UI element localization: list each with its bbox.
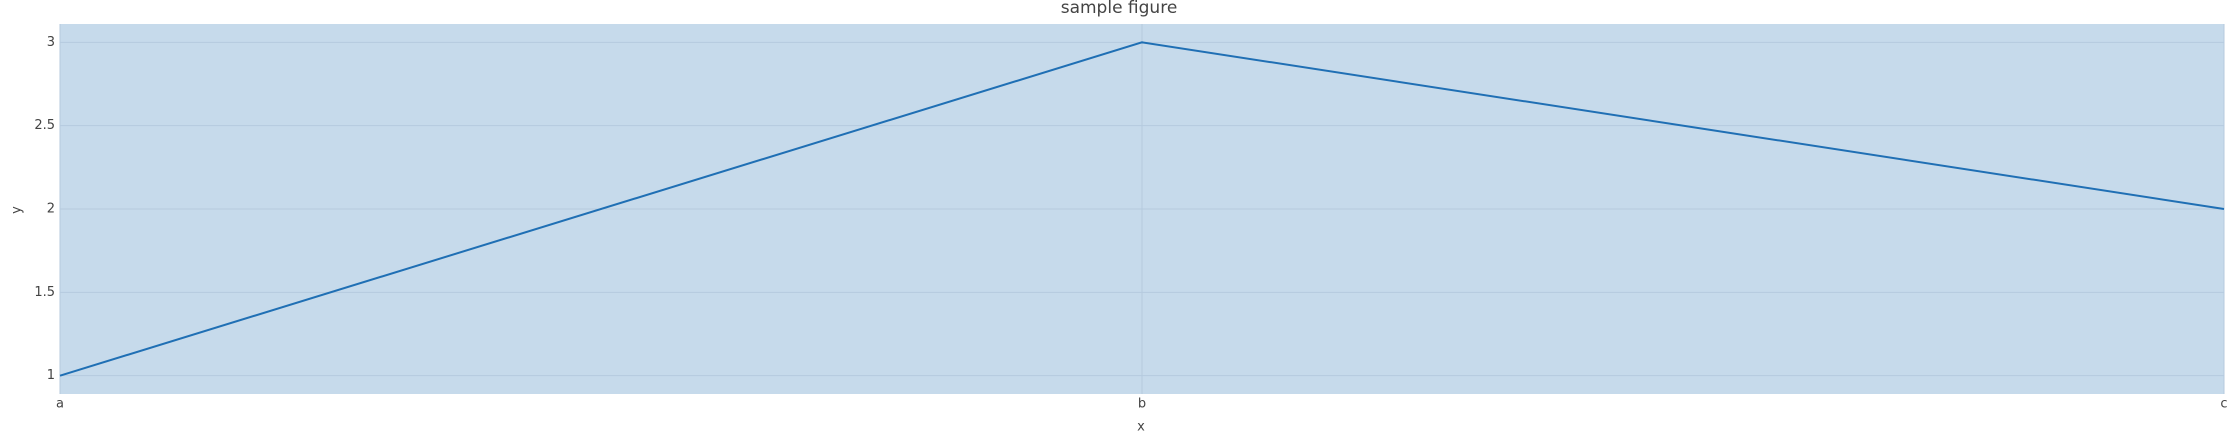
x-tick-label: b	[1138, 397, 1146, 412]
y-tick-label: 1	[47, 368, 55, 383]
y-tick-label: 1.5	[34, 285, 55, 300]
x-tick-label: a	[56, 397, 64, 412]
y-tick-label: 2.5	[34, 118, 55, 133]
y-tick-label: 3	[47, 35, 55, 50]
x-axis-title: x	[1137, 420, 1145, 435]
chart-title: sample figure	[1061, 0, 1178, 18]
y-axis-title: y	[10, 206, 25, 214]
x-tick-label: c	[2220, 397, 2227, 412]
y-tick-label: 2	[47, 202, 55, 217]
line	[59, 41, 2225, 377]
